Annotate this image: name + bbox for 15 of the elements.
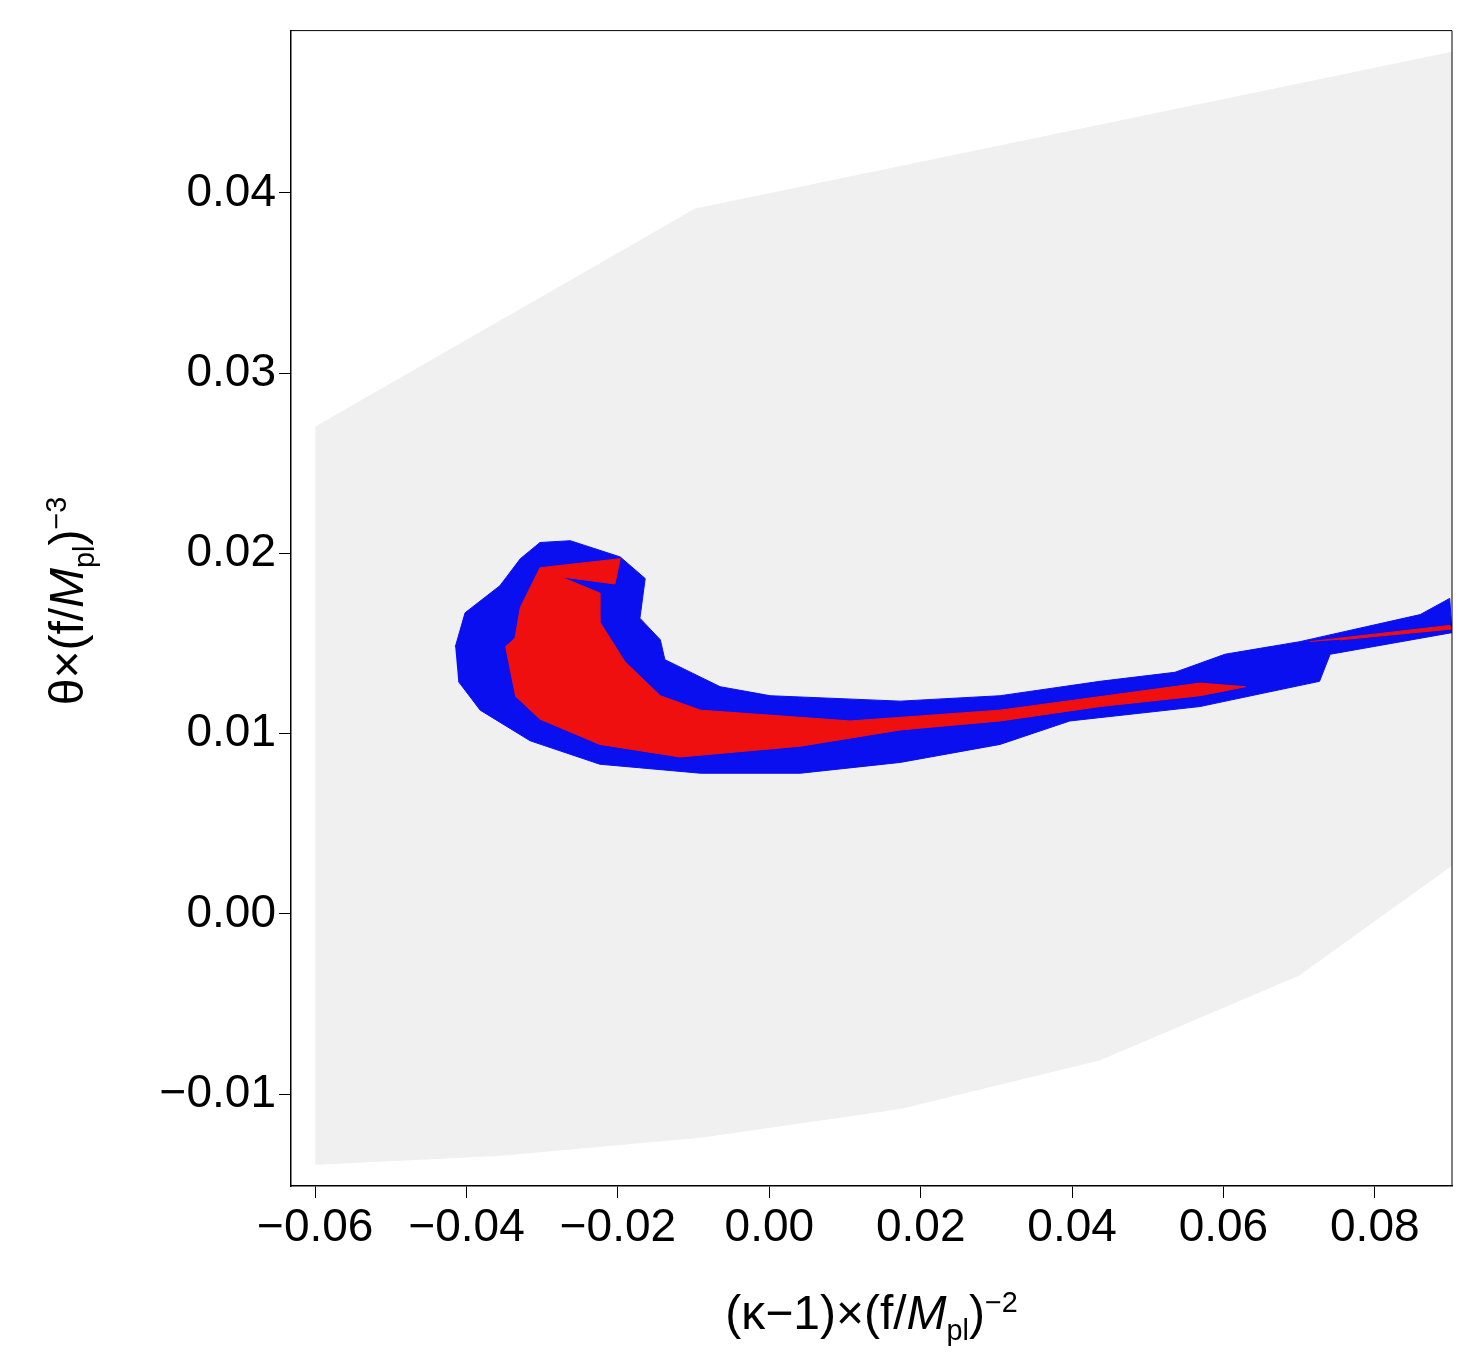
- x-tick-label: 0.06: [1178, 1199, 1269, 1252]
- x-tick-label: 0.04: [1027, 1199, 1117, 1252]
- y-tick-label: −0.01: [159, 1064, 276, 1117]
- y-tick-label: 0.00: [186, 884, 276, 937]
- x-tick-label: 0.00: [724, 1199, 815, 1252]
- x-tick-label: −0.02: [559, 1199, 677, 1252]
- y-tick-label: 0.02: [186, 524, 276, 577]
- x-axis-title: (κ−1)×(f/M$_{pl}$)$^{−2}$: [724, 1285, 1019, 1347]
- x-tick-label: 0.02: [875, 1199, 966, 1252]
- y-tick-label: 0.03: [186, 343, 276, 396]
- x-tick-label: −0.06: [257, 1199, 374, 1252]
- x-tick-label: −0.04: [408, 1199, 525, 1252]
- x-tick-label: 0.08: [1330, 1199, 1420, 1252]
- y-tick-label: 0.04: [186, 163, 276, 216]
- y-tick-label: 0.01: [186, 704, 276, 757]
